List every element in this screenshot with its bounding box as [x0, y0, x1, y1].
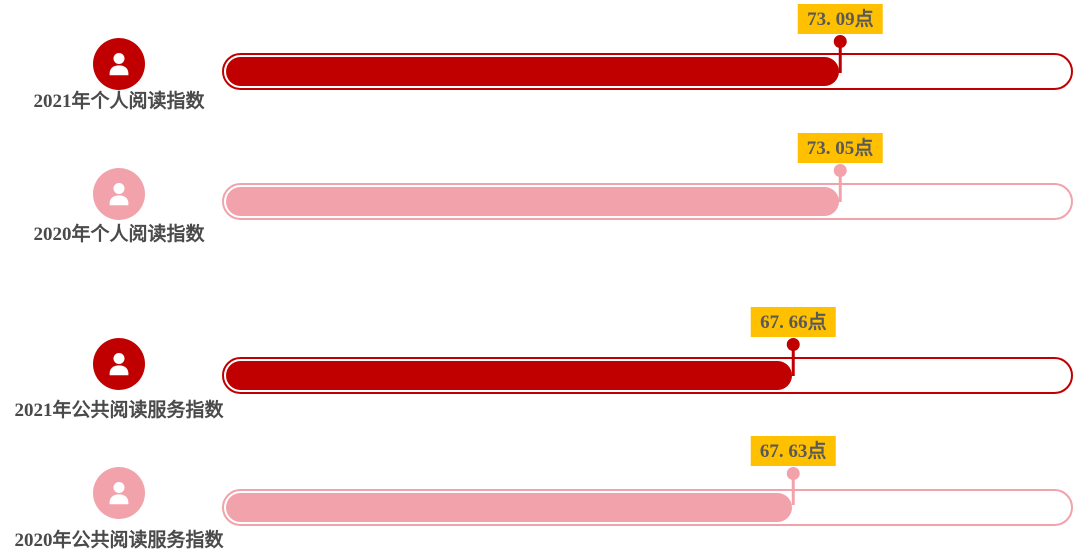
- value-callout: 73. 09点: [798, 4, 883, 73]
- value-label: 73. 09点: [798, 4, 883, 34]
- category-label: 2021年个人阅读指数: [33, 91, 205, 112]
- marker-dot: [833, 164, 847, 177]
- bar-track: [222, 489, 1073, 526]
- marker-stem: [791, 478, 795, 505]
- person-icon: [104, 478, 134, 508]
- person-badge: [93, 338, 145, 390]
- marker-stem: [838, 46, 842, 73]
- bar-track: [222, 183, 1073, 220]
- marker-dot: [833, 35, 847, 48]
- value-callout: 67. 66点: [751, 307, 836, 376]
- value-label: 73. 05点: [797, 133, 883, 163]
- person-badge: [93, 467, 145, 519]
- person-icon: [104, 179, 134, 209]
- bar-fill: [226, 493, 793, 522]
- person-icon: [104, 49, 134, 79]
- category-label: 2020年公共阅读服务指数: [14, 530, 224, 551]
- category-label: 2021年公共阅读服务指数: [14, 400, 224, 421]
- person-icon: [104, 349, 134, 379]
- bar-fill: [226, 57, 840, 86]
- marker-stem: [838, 175, 842, 202]
- marker-stem: [791, 349, 795, 376]
- bar-track: [222, 357, 1073, 394]
- value-callout: 73. 05点: [797, 133, 883, 202]
- marker-dot: [786, 467, 800, 480]
- bar-fill: [226, 187, 840, 216]
- bar-track: [222, 53, 1073, 90]
- marker-dot: [786, 338, 800, 351]
- value-label: 67. 66点: [751, 307, 836, 337]
- value-label: 67. 63点: [750, 436, 836, 466]
- value-callout: 67. 63点: [750, 436, 836, 505]
- person-badge: [93, 38, 145, 90]
- person-badge: [93, 168, 145, 220]
- bar-fill: [226, 361, 793, 390]
- category-label: 2020年个人阅读指数: [33, 224, 205, 245]
